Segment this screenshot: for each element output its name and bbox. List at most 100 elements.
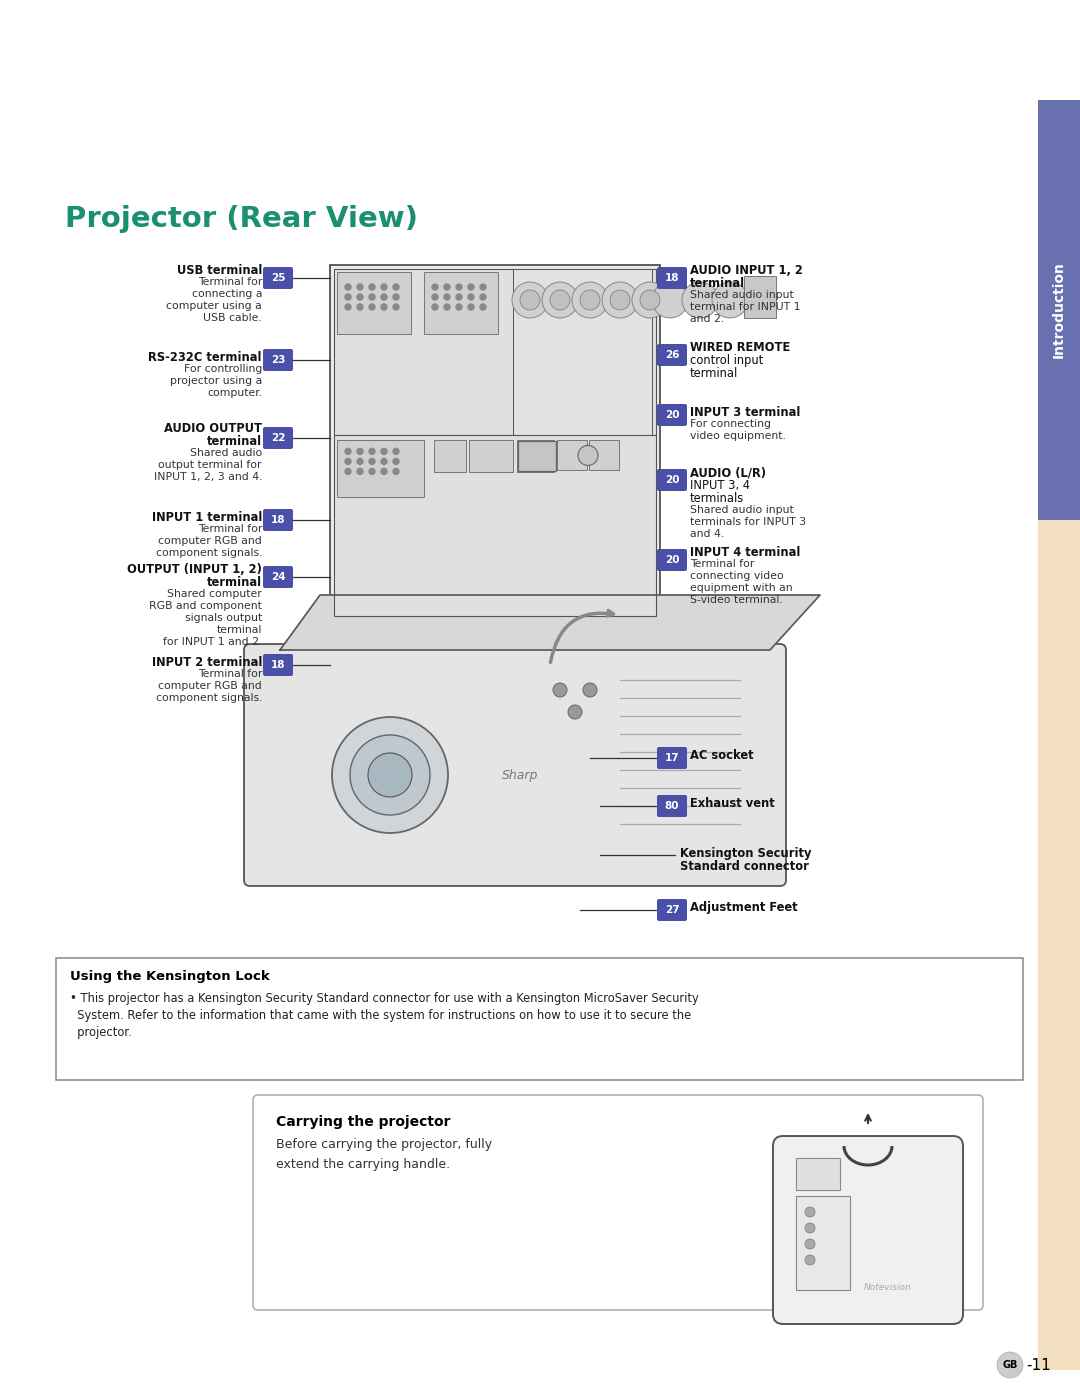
Text: projector.: projector. bbox=[70, 1025, 132, 1039]
Circle shape bbox=[456, 305, 462, 310]
FancyBboxPatch shape bbox=[657, 900, 687, 921]
Circle shape bbox=[568, 705, 582, 719]
Text: terminal: terminal bbox=[207, 434, 262, 448]
Text: signals output: signals output bbox=[185, 613, 262, 623]
Text: computer.: computer. bbox=[207, 388, 262, 398]
Text: Introduction: Introduction bbox=[1052, 261, 1066, 359]
Circle shape bbox=[393, 468, 399, 475]
Circle shape bbox=[432, 284, 438, 291]
Text: Adjustment Feet: Adjustment Feet bbox=[690, 901, 798, 914]
FancyBboxPatch shape bbox=[244, 644, 786, 886]
Text: AUDIO INPUT 1, 2: AUDIO INPUT 1, 2 bbox=[690, 264, 802, 277]
Text: 23: 23 bbox=[271, 355, 285, 365]
Text: AUDIO (L/R): AUDIO (L/R) bbox=[690, 467, 766, 479]
Text: Carrying the projector: Carrying the projector bbox=[276, 1115, 450, 1129]
Bar bbox=[330, 265, 660, 620]
Circle shape bbox=[345, 448, 351, 454]
Text: computer RGB and: computer RGB and bbox=[159, 536, 262, 546]
Text: INPUT 1 terminal: INPUT 1 terminal bbox=[151, 511, 262, 524]
Circle shape bbox=[369, 448, 375, 454]
Circle shape bbox=[805, 1222, 815, 1234]
Circle shape bbox=[393, 458, 399, 464]
Text: 17: 17 bbox=[664, 753, 679, 763]
Text: 20: 20 bbox=[665, 475, 679, 485]
Circle shape bbox=[572, 282, 608, 319]
Circle shape bbox=[542, 282, 578, 319]
Circle shape bbox=[997, 1352, 1023, 1377]
Circle shape bbox=[381, 305, 387, 310]
FancyBboxPatch shape bbox=[796, 1158, 840, 1190]
Text: Shared audio input: Shared audio input bbox=[690, 291, 794, 300]
Text: terminal for INPUT 1: terminal for INPUT 1 bbox=[690, 302, 800, 312]
Bar bbox=[334, 270, 656, 436]
Text: 24: 24 bbox=[271, 571, 285, 583]
Circle shape bbox=[345, 458, 351, 464]
Text: Terminal for: Terminal for bbox=[198, 277, 262, 286]
Text: Before carrying the projector, fully: Before carrying the projector, fully bbox=[276, 1139, 492, 1151]
Circle shape bbox=[602, 282, 638, 319]
Text: Standard connector: Standard connector bbox=[680, 861, 809, 873]
Text: AUDIO OUTPUT: AUDIO OUTPUT bbox=[164, 422, 262, 434]
Circle shape bbox=[444, 293, 450, 300]
Circle shape bbox=[480, 293, 486, 300]
Circle shape bbox=[369, 305, 375, 310]
Text: 80: 80 bbox=[665, 800, 679, 812]
Circle shape bbox=[444, 284, 450, 291]
Circle shape bbox=[357, 468, 363, 475]
FancyBboxPatch shape bbox=[657, 404, 687, 426]
Text: Notevision: Notevision bbox=[864, 1284, 912, 1292]
Circle shape bbox=[805, 1207, 815, 1217]
Circle shape bbox=[381, 284, 387, 291]
Circle shape bbox=[512, 282, 548, 319]
Text: AC socket: AC socket bbox=[690, 749, 754, 761]
Text: for INPUT 1 and 2.: for INPUT 1 and 2. bbox=[163, 637, 262, 647]
Circle shape bbox=[332, 717, 448, 833]
Text: terminals: terminals bbox=[690, 492, 744, 504]
Circle shape bbox=[357, 458, 363, 464]
Text: Terminal for: Terminal for bbox=[198, 669, 262, 679]
Text: RGB and component: RGB and component bbox=[149, 601, 262, 610]
Circle shape bbox=[345, 305, 351, 310]
Circle shape bbox=[381, 448, 387, 454]
FancyBboxPatch shape bbox=[264, 509, 293, 531]
Circle shape bbox=[805, 1255, 815, 1266]
Text: component signals.: component signals. bbox=[156, 693, 262, 703]
Text: terminals for INPUT 3: terminals for INPUT 3 bbox=[690, 517, 806, 527]
Text: INPUT 3, 4: INPUT 3, 4 bbox=[690, 479, 750, 492]
Text: component signals.: component signals. bbox=[156, 548, 262, 557]
Text: • This projector has a Kensington Security Standard connector for use with a Ken: • This projector has a Kensington Securi… bbox=[70, 992, 699, 1004]
FancyBboxPatch shape bbox=[56, 958, 1023, 1080]
Text: -11: -11 bbox=[1026, 1358, 1051, 1372]
Circle shape bbox=[381, 468, 387, 475]
Text: terminal: terminal bbox=[690, 367, 739, 380]
Circle shape bbox=[381, 293, 387, 300]
FancyBboxPatch shape bbox=[337, 440, 424, 497]
Text: projector using a: projector using a bbox=[170, 376, 262, 386]
FancyBboxPatch shape bbox=[337, 272, 411, 334]
Text: 20: 20 bbox=[665, 409, 679, 420]
Circle shape bbox=[610, 291, 630, 310]
Text: Projector (Rear View): Projector (Rear View) bbox=[65, 205, 418, 233]
Circle shape bbox=[468, 305, 474, 310]
Text: Terminal for: Terminal for bbox=[198, 524, 262, 534]
Text: Shared audio: Shared audio bbox=[190, 448, 262, 458]
Text: 20: 20 bbox=[665, 555, 679, 564]
Circle shape bbox=[381, 458, 387, 464]
Text: INPUT 3 terminal: INPUT 3 terminal bbox=[690, 407, 800, 419]
Circle shape bbox=[519, 291, 540, 310]
Circle shape bbox=[480, 284, 486, 291]
Text: connecting video: connecting video bbox=[690, 571, 784, 581]
Circle shape bbox=[350, 735, 430, 814]
Text: Kensington Security: Kensington Security bbox=[680, 847, 811, 861]
Text: 18: 18 bbox=[271, 659, 285, 671]
Bar bbox=[1038, 520, 1080, 1370]
Text: control input: control input bbox=[690, 353, 764, 367]
Text: For controlling: For controlling bbox=[184, 365, 262, 374]
Text: and 2.: and 2. bbox=[690, 314, 725, 324]
Circle shape bbox=[553, 683, 567, 697]
Text: computer RGB and: computer RGB and bbox=[159, 680, 262, 692]
FancyBboxPatch shape bbox=[796, 1196, 850, 1289]
Text: terminal: terminal bbox=[207, 576, 262, 590]
Text: USB terminal: USB terminal bbox=[177, 264, 262, 277]
Circle shape bbox=[369, 468, 375, 475]
